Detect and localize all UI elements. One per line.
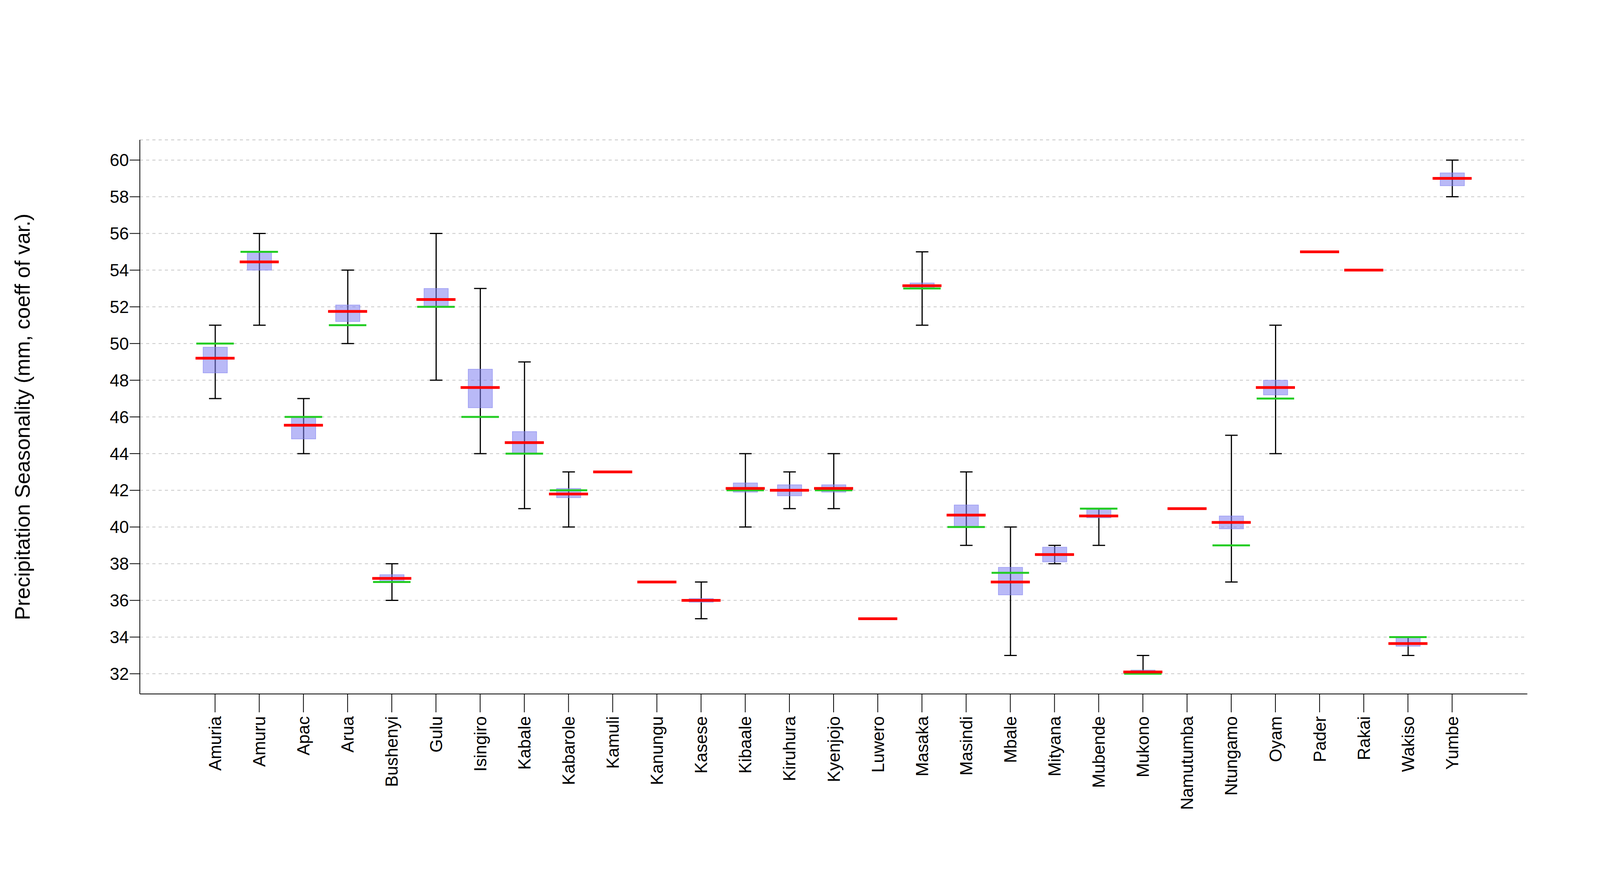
svg-text:Mbale: Mbale bbox=[1000, 716, 1020, 763]
svg-text:32: 32 bbox=[109, 664, 129, 684]
svg-text:Kibaale: Kibaale bbox=[735, 716, 755, 774]
svg-text:Kyenjojo: Kyenjojo bbox=[824, 716, 844, 783]
svg-text:46: 46 bbox=[109, 407, 129, 427]
svg-text:Yumbe: Yumbe bbox=[1442, 716, 1462, 770]
svg-text:38: 38 bbox=[109, 553, 129, 574]
svg-text:60: 60 bbox=[109, 150, 129, 170]
svg-text:Kiruhura: Kiruhura bbox=[779, 715, 799, 781]
svg-text:Oyam: Oyam bbox=[1266, 716, 1286, 762]
svg-text:48: 48 bbox=[109, 370, 129, 390]
svg-text:Kabarole: Kabarole bbox=[558, 716, 579, 785]
svg-text:Rakai: Rakai bbox=[1354, 716, 1374, 761]
svg-text:Bushenyi: Bushenyi bbox=[382, 716, 402, 787]
svg-text:Ntungamo: Ntungamo bbox=[1221, 716, 1241, 796]
svg-text:58: 58 bbox=[109, 187, 129, 207]
svg-text:Mubende: Mubende bbox=[1089, 716, 1109, 788]
svg-text:Kasese: Kasese bbox=[691, 716, 711, 774]
svg-text:Gulu: Gulu bbox=[426, 716, 446, 753]
svg-text:Namutumba: Namutumba bbox=[1177, 715, 1197, 810]
svg-text:Mityana: Mityana bbox=[1044, 715, 1065, 777]
svg-text:Kanungu: Kanungu bbox=[647, 716, 667, 785]
svg-text:50: 50 bbox=[109, 333, 129, 354]
svg-text:44: 44 bbox=[109, 444, 129, 464]
svg-text:34: 34 bbox=[109, 627, 129, 647]
svg-text:Isingiro: Isingiro bbox=[470, 716, 490, 772]
svg-text:Masaka: Masaka bbox=[912, 715, 932, 777]
svg-text:Mukono: Mukono bbox=[1133, 716, 1153, 778]
svg-text:Arua: Arua bbox=[337, 715, 358, 752]
svg-text:Amuria: Amuria bbox=[205, 715, 225, 771]
svg-text:36: 36 bbox=[109, 590, 129, 610]
svg-text:40: 40 bbox=[109, 517, 129, 537]
svg-text:Masindi: Masindi bbox=[956, 716, 976, 776]
svg-text:54: 54 bbox=[109, 260, 129, 280]
svg-text:Kamuli: Kamuli bbox=[603, 716, 623, 769]
svg-text:Wakiso: Wakiso bbox=[1398, 716, 1418, 772]
svg-text:Precipitation Seasonality (mm,: Precipitation Seasonality (mm, coeff of … bbox=[10, 213, 34, 620]
svg-text:56: 56 bbox=[109, 223, 129, 243]
svg-text:Kabale: Kabale bbox=[514, 716, 534, 770]
svg-text:52: 52 bbox=[109, 297, 129, 317]
svg-text:Apac: Apac bbox=[293, 716, 313, 756]
svg-text:Luwero: Luwero bbox=[868, 716, 888, 773]
svg-text:Pader: Pader bbox=[1310, 716, 1330, 762]
svg-text:42: 42 bbox=[109, 480, 129, 500]
svg-text:Amuru: Amuru bbox=[249, 716, 269, 767]
